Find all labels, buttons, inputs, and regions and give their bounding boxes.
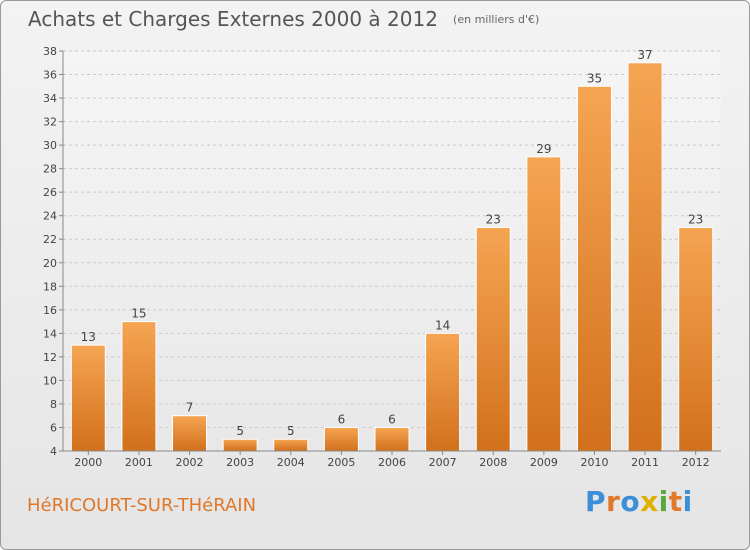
y-tick-label: 4 (50, 445, 57, 458)
bar-2011 (627, 62, 663, 452)
brand-letter: i (658, 485, 669, 518)
y-tick-label: 30 (43, 139, 57, 152)
y-tick-label: 26 (43, 186, 57, 199)
x-tick-label: 2001 (125, 456, 153, 469)
x-tick-label: 2008 (479, 456, 507, 469)
bar-2007 (425, 332, 461, 452)
bar-2001 (121, 321, 157, 452)
x-tick-label: 2006 (378, 456, 406, 469)
bar-value-label: 5 (287, 424, 295, 438)
axis-layer: 4 6 8 10 12 14 16 18 20 22 24 26 28 30 32 34 36 38 2000 200… (43, 45, 721, 469)
y-tick-label: 20 (43, 257, 57, 270)
y-tick-label: 12 (43, 351, 57, 364)
y-tick-label: 18 (43, 280, 57, 293)
y-tick-label: 6 (50, 421, 57, 434)
x-tick-label: 2007 (429, 456, 457, 469)
y-tick-label: 22 (43, 233, 57, 246)
brand-logo: Proxiti (585, 485, 693, 518)
commune-name: HéRICOURT-SUR-THéRAIN (27, 495, 257, 516)
bar-2008 (475, 226, 511, 452)
bar-2000 (70, 344, 106, 452)
y-tick-label: 24 (43, 210, 57, 223)
bar-value-label: 6 (338, 412, 346, 426)
bar-value-label: 23 (486, 212, 501, 226)
brand-letter: o (620, 485, 641, 518)
bar-value-label: 37 (637, 48, 652, 62)
x-tick-label: 2000 (74, 456, 102, 469)
bar-2012 (678, 226, 714, 452)
bar-value-label: 14 (435, 318, 450, 332)
x-tick-label: 2010 (580, 456, 608, 469)
bar-layer: 13 15 7 5 5 6 6 14 23 29 35 37 23 (70, 48, 714, 452)
x-tick-label: 2003 (226, 456, 254, 469)
y-tick-label: 14 (43, 327, 57, 340)
brand-letter: x (640, 485, 659, 518)
bar-2005 (323, 426, 359, 452)
x-tick-label: 2005 (327, 456, 355, 469)
x-tick-label: 2012 (682, 456, 710, 469)
brand-letter: t (668, 485, 683, 518)
plot-area (63, 51, 721, 451)
bar-value-label: 13 (81, 330, 96, 344)
y-tick-label: 28 (43, 163, 57, 176)
bar-value-label: 7 (186, 401, 194, 415)
bar-value-label: 35 (587, 71, 602, 85)
brand-letter: i (682, 485, 693, 518)
bar-value-label: 23 (688, 212, 703, 226)
x-tick-label: 2004 (277, 456, 305, 469)
bar-2004 (273, 438, 309, 452)
bar-2006 (374, 426, 410, 452)
brand-letter: r (606, 485, 621, 518)
y-tick-label: 10 (43, 374, 57, 387)
bar-value-label: 5 (236, 424, 244, 438)
bar-value-label: 15 (131, 307, 146, 321)
y-tick-label: 36 (43, 69, 57, 82)
y-tick-label: 16 (43, 304, 57, 317)
y-tick-label: 38 (43, 45, 57, 58)
title-block: Achats et Charges Externes 2000 à 2012 (… (28, 7, 539, 31)
x-tick-label: 2009 (530, 456, 558, 469)
bar-2010 (576, 85, 612, 452)
y-tick-label: 34 (43, 92, 57, 105)
grid-layer (63, 50, 721, 452)
y-tick-label: 8 (50, 398, 57, 411)
bar-2002 (172, 415, 208, 452)
bar-value-label: 6 (388, 412, 396, 426)
chart-subtitle: (en milliers d'€) (453, 13, 540, 26)
chart-title: Achats et Charges Externes 2000 à 2012 (28, 7, 438, 31)
bar-value-label: 29 (536, 142, 551, 156)
y-tick-label: 32 (43, 116, 57, 129)
x-tick-label: 2002 (176, 456, 204, 469)
x-tick-label: 2011 (631, 456, 659, 469)
bar-2009 (526, 156, 562, 452)
brand-letter: P (585, 485, 607, 518)
bar-2003 (222, 438, 258, 452)
